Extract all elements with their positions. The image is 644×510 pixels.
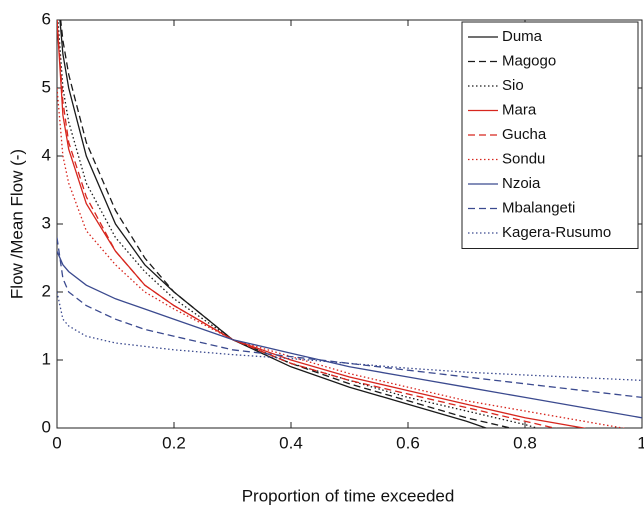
series-line — [57, 291, 642, 382]
x-tick-label: 0.4 — [279, 433, 303, 452]
legend: Duma Magogo Sio Mara Gucha Sondu Nzoia Mbalange… — [461, 21, 639, 249]
x-tick-label: 0.8 — [513, 433, 537, 452]
legend-label: Sondu — [502, 150, 545, 167]
legend-label: Sio — [502, 77, 524, 94]
y-tick-label: 2 — [42, 281, 51, 300]
y-tick-label: 4 — [42, 145, 51, 164]
y-axis-label: Flow /Mean Flow (-) — [7, 149, 26, 299]
x-tick-label: 0.2 — [162, 433, 186, 452]
x-tick-label: 0.6 — [396, 433, 420, 452]
x-axis-label: Proportion of time exceeded — [242, 486, 455, 505]
y-tick-label: 6 — [42, 9, 51, 28]
series-line — [57, 250, 642, 419]
legend-label: Nzoia — [502, 175, 541, 192]
plot-lines — [57, 20, 642, 428]
series-line — [57, 87, 627, 428]
legend-label: Kagera-Rusumo — [502, 224, 611, 241]
legend-label: Mara — [502, 101, 537, 118]
legend-label: Magogo — [502, 52, 556, 69]
y-tick-label: 5 — [42, 77, 51, 96]
legend-label: Gucha — [502, 126, 547, 143]
x-tick-label: 1 — [637, 433, 644, 452]
legend-label: Mbalangeti — [502, 199, 575, 216]
series-line — [57, 237, 642, 399]
y-tick-label: 3 — [42, 213, 51, 232]
legend-label: Duma — [502, 28, 543, 45]
y-tick-label: 0 — [42, 417, 51, 436]
x-tick-label: 0 — [52, 433, 61, 452]
y-tick-label: 1 — [42, 349, 51, 368]
